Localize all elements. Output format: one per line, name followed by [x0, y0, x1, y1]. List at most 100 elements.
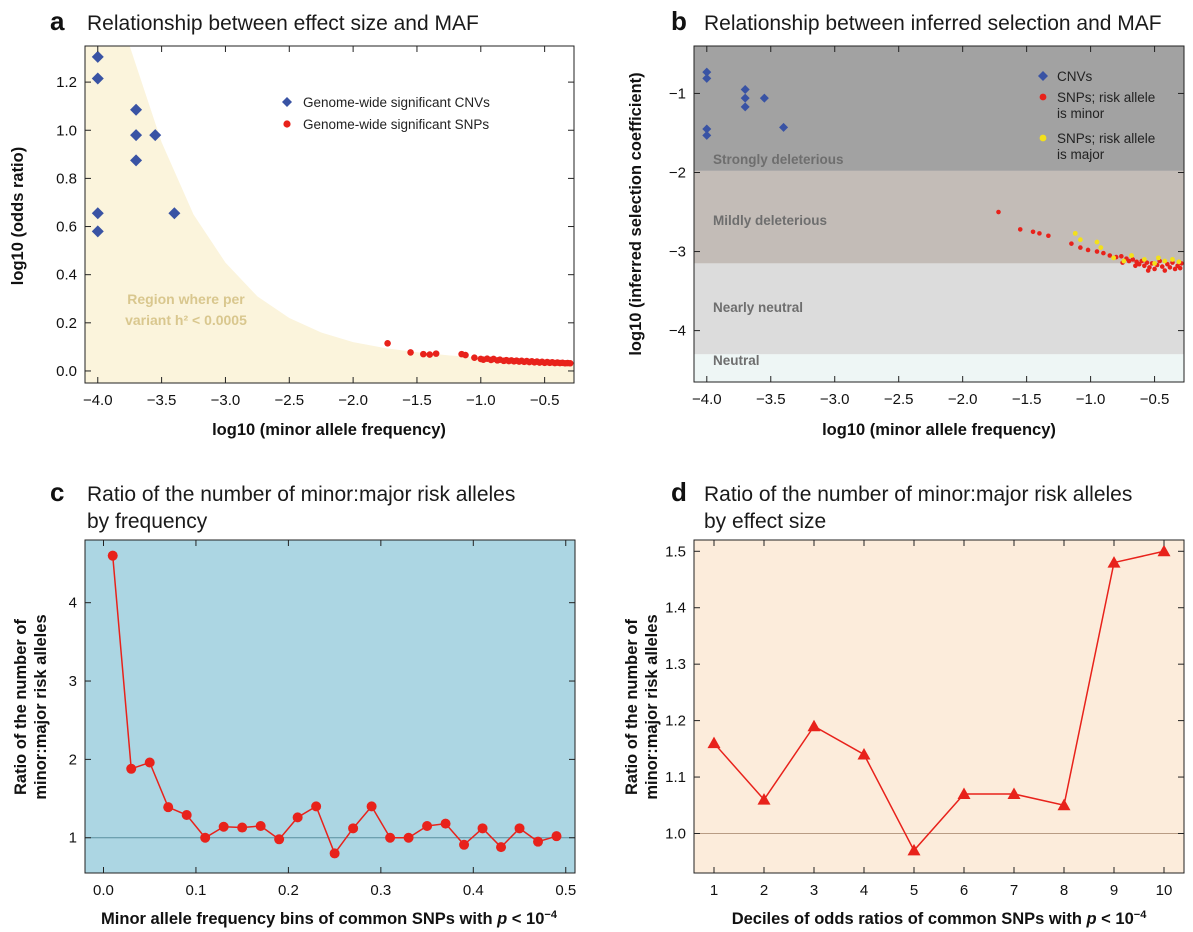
panel-d-ytick-label: 1.2: [665, 713, 686, 730]
panel-a-snp-point: [432, 350, 440, 357]
panel-c-point: [496, 842, 507, 853]
panel-a-ytick-label: 1.2: [56, 74, 77, 91]
panel-b-snp-major-point: [1152, 261, 1157, 266]
panel-c-point: [385, 832, 396, 843]
panel-b-legend-minor-label: SNPs; risk allele is minor: [1057, 90, 1155, 121]
panel-a-snp-point: [384, 339, 391, 347]
panel-a-cnv-point: [91, 225, 104, 238]
panel-b-band-strong-label: Strongly deleterious: [713, 152, 844, 167]
panel-b-snp-major-point: [1176, 259, 1182, 265]
panel-b-legend-cnv-marker: [1038, 71, 1048, 81]
panel-b-snp-minor-point: [1078, 245, 1083, 250]
panel-b-cnv-point: [702, 67, 712, 77]
panel-a-snp-point: [462, 351, 469, 359]
panel-b-xtick-label: −4.0: [692, 391, 722, 408]
panel-d-point: [857, 747, 871, 760]
panel-c-series: [85, 550, 575, 859]
panel-c-point: [459, 839, 470, 850]
panel-b-cnv-point: [702, 124, 712, 134]
panel-c-point: [292, 812, 303, 823]
panel-b-snp-major-point: [1170, 257, 1175, 262]
panel-b-frame: [693, 45, 1185, 383]
panel-a-snp-point: [407, 349, 414, 356]
panel-a-xtick-label: −0.5: [530, 392, 560, 409]
panel-b-snp-minor-point: [1136, 261, 1142, 267]
panel-b-snp-minor-point: [1126, 258, 1132, 264]
panel-a-legend-snp-marker: [283, 120, 291, 128]
panel-c: c Ratio of the number of minor:major ris…: [12, 477, 576, 928]
panel-a-snp-point: [471, 354, 478, 362]
panel-c-point: [551, 831, 562, 842]
panel-c-ylabel-line1: Ratio of the number of: [12, 619, 30, 795]
panel-b-snp-major-point: [1094, 239, 1100, 245]
panel-d-ytick-label: 1.4: [665, 600, 686, 617]
panel-b-legend-major-marker: [1039, 134, 1047, 142]
panel-b-ticks: −4.0 −3.5 −3.0 −2.5 −2.0 −1.5 −1.0 −0.5 −1 −2 −3 −4: [669, 46, 1184, 408]
panel-d-series-line: [713, 550, 1165, 852]
panel-b-snp-major-point: [1121, 258, 1127, 264]
panel-b-snp-minor-point: [1101, 250, 1106, 256]
panel-c-point: [181, 810, 192, 821]
panel-a-ticks: −4.0 −3.5 −3.0 −2.5 −2.0 −1.5 −1.0 −0.5 0.0 0.2 0.…: [56, 46, 574, 409]
panel-b-snp-minor-point: [1144, 260, 1150, 265]
panel-a-cnv-point: [91, 207, 104, 220]
panel-a-ytick-label: 0.6: [56, 219, 77, 236]
panel-c-xtick-label: 0.2: [278, 882, 299, 899]
panel-b-cnv-point: [702, 130, 712, 140]
panel-b-xtick-label: −1.5: [1012, 391, 1042, 408]
panel-d-ytick-label: 1.3: [665, 656, 686, 673]
panel-b-snp-minor-point: [1037, 231, 1042, 236]
panel-c-point: [311, 801, 322, 812]
panel-a-ytick-label: 0.8: [56, 170, 77, 187]
panel-a-xtick-label: −2.5: [274, 392, 304, 409]
panel-d-ylabel-line2: minor:major risk alleles: [643, 614, 661, 799]
panel-d-title-line1: Ratio of the number of minor:major risk …: [704, 483, 1132, 506]
panel-d-xtick-label: 8: [1060, 882, 1068, 899]
panel-b-ytick-label: −1: [669, 85, 686, 102]
panel-a-cnv-point: [130, 154, 143, 167]
panel-c-point: [237, 822, 248, 833]
panel-b-snp-minor-point: [1085, 247, 1091, 253]
panel-b-bands: [694, 46, 1184, 382]
panel-b-title: Relationship between inferred selection …: [704, 12, 1162, 35]
panel-b-cnv-point: [740, 93, 750, 103]
panel-a-xtick-label: −3.5: [147, 392, 177, 409]
panel-b-xtick-label: −3.0: [820, 391, 850, 408]
panel-d-point: [1007, 787, 1021, 799]
panel-c-point: [107, 550, 118, 561]
panel-b-snp-minor-point: [1133, 263, 1138, 269]
panel-d-point: [757, 793, 771, 805]
panel-b-letter: b: [671, 6, 687, 36]
panel-a-ytick-label: 0.2: [56, 315, 77, 332]
panel-b-cnv-point: [759, 93, 769, 103]
panel-a: a Relationship between effect size and M…: [9, 6, 575, 439]
panel-c-point: [440, 818, 451, 829]
panel-b-band-near: [694, 263, 1184, 355]
panel-c-point: [348, 823, 359, 834]
panel-a-title: Relationship between effect size and MAF: [87, 12, 479, 35]
panel-b-xtick-label: −3.5: [756, 391, 786, 408]
panel-d-xlabel: Deciles of odds ratios of common SNPs wi…: [732, 909, 1148, 928]
panel-a-ytick-label: 0.0: [56, 363, 77, 380]
panel-c-xtick-label: 0.0: [93, 882, 114, 899]
panel-c-point: [477, 823, 488, 834]
panel-c-plot-bg: [85, 540, 575, 873]
panel-a-xtick-label: −1.0: [466, 392, 496, 409]
panel-b-snp-minor-point: [1145, 268, 1151, 273]
panel-c-point: [200, 832, 211, 843]
panel-d-ytick-label: 1.1: [665, 769, 686, 786]
panel-a-cnv-point: [130, 103, 143, 116]
panel-d-point: [957, 787, 971, 799]
panel-a-points: [91, 50, 574, 367]
panel-d-ytick-label: 1.0: [665, 825, 686, 842]
panel-a-region-fill: [85, 46, 574, 383]
panel-a-xtick-label: −1.5: [402, 392, 432, 409]
panel-c-xtick-label: 0.4: [463, 882, 484, 899]
panel-a-cnv-point: [168, 207, 181, 220]
panel-c-ytick-label: 4: [69, 595, 77, 612]
panel-b-xlabel: log10 (minor allele frequency): [822, 421, 1056, 439]
panel-b-cnv-point: [702, 73, 712, 83]
panel-b-cnv-point: [740, 102, 750, 112]
panel-b-xtick-label: −2.0: [948, 391, 978, 408]
panel-b-snp-major-point: [1129, 253, 1134, 258]
